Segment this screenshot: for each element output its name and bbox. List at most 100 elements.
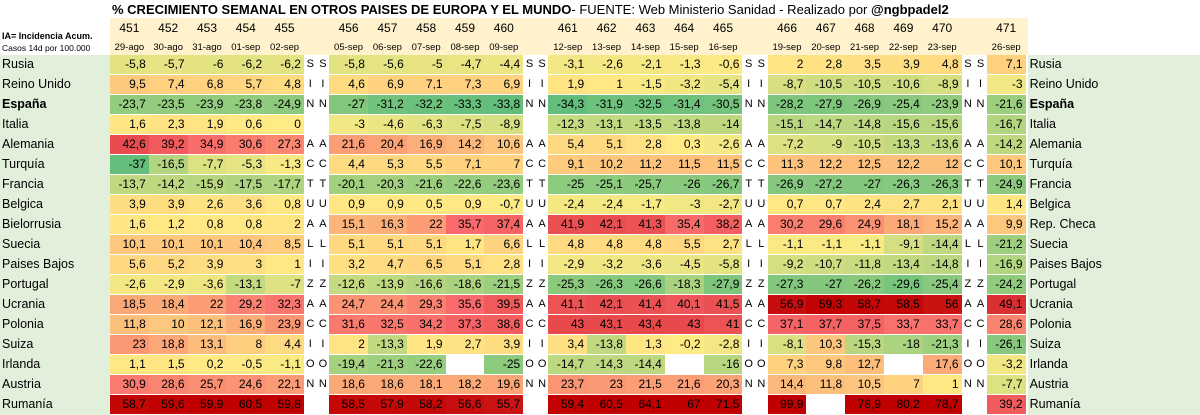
data-cell: -8,9 — [922, 75, 962, 94]
data-cell: -23,5 — [148, 95, 188, 114]
weekend-letter: L — [319, 238, 326, 250]
data-cell — [445, 355, 485, 374]
data-cell: -21,3 — [922, 335, 962, 354]
data-cell: 3,5 — [845, 55, 884, 74]
data-cell: -7,2 — [767, 135, 807, 154]
data-cell: -20,1 — [329, 175, 368, 194]
data-cell: 0,8 — [226, 215, 266, 234]
data-cell: -15,9 — [187, 175, 227, 194]
data-cell: 33,7 — [922, 315, 962, 334]
column-date: 16-sep — [708, 42, 738, 53]
weekend-letter: A — [525, 218, 534, 230]
row-country-label-right: España — [1029, 97, 1075, 111]
weekend-letter: A — [745, 218, 753, 230]
weekend-letter: O — [525, 358, 534, 370]
data-cell: 1 — [587, 75, 626, 94]
data-cell: 57,9 — [368, 395, 407, 414]
weekend-letter — [974, 115, 987, 134]
weekend-letter: I — [540, 78, 544, 90]
data-cell: 18,8 — [148, 335, 188, 354]
data-cell: 30,6 — [226, 135, 266, 154]
data-cell: 56,6 — [445, 395, 485, 414]
data-cell: -1,1 — [265, 355, 304, 374]
data-cell: -26,3 — [587, 275, 626, 294]
column-number: 468 — [854, 21, 875, 35]
data-cell: -16,5 — [148, 155, 188, 174]
data-cell: 28,6 — [148, 375, 188, 394]
data-cell: 1,3 — [626, 335, 665, 354]
weekend-letter: I — [527, 78, 532, 90]
data-cell: -25,4 — [922, 275, 962, 294]
data-cell: -10,7 — [806, 255, 846, 274]
column-date: 06-sep — [372, 42, 402, 53]
data-cell: -4,6 — [368, 115, 407, 134]
weekend-letter: I — [747, 78, 751, 90]
weekend-letter: L — [745, 238, 752, 250]
data-cell: -34,3 — [548, 95, 588, 114]
weekend-letter: L — [526, 238, 533, 250]
data-cell: -2,1 — [626, 55, 665, 74]
data-cell: 10 — [148, 315, 188, 334]
column-date: 13-sep — [592, 42, 622, 53]
data-cell: -3 — [664, 195, 704, 214]
weekend-letter: A — [525, 138, 534, 150]
data-cell: 5,1 — [406, 235, 446, 254]
data-cell: 7 — [484, 155, 524, 174]
data-cell: 5,5 — [664, 235, 704, 254]
data-cell: -21,2 — [986, 235, 1026, 254]
weekend-letter: N — [757, 378, 766, 390]
data-cell: 9,1 — [548, 155, 588, 174]
data-cell: 4,8 — [265, 75, 304, 94]
weekend-letter: N — [306, 98, 315, 110]
row-country-label: Francia — [2, 177, 44, 191]
data-cell: 11,2 — [626, 155, 665, 174]
data-cell: -18,3 — [664, 275, 704, 294]
data-cell: 58,5 — [329, 395, 368, 414]
data-cell: 18,1 — [884, 215, 923, 234]
column-number: 461 — [557, 21, 578, 35]
row-country-label-right: Italia — [1029, 117, 1056, 131]
row-country-label-right: Portugal — [1029, 277, 1077, 291]
column-date: 20-sep — [811, 42, 841, 53]
data-cell: 1,6 — [110, 115, 149, 134]
data-cell: 41,9 — [548, 215, 588, 234]
data-cell: 59,6 — [148, 395, 188, 414]
data-cell: 35,7 — [445, 215, 485, 234]
data-cell: 0,8 — [187, 215, 227, 234]
data-cell: -10,6 — [884, 75, 923, 94]
column-date: 19-sep — [772, 42, 802, 53]
weekend-letter: C — [306, 318, 315, 330]
data-cell: 29,6 — [806, 215, 846, 234]
data-cell: -13,1 — [226, 275, 266, 294]
data-cell: 12,2 — [884, 155, 923, 174]
weekend-letter: C — [318, 158, 327, 170]
column-date: 21-sep — [850, 42, 880, 53]
data-cell: 5,1 — [445, 255, 485, 274]
row-country-label-right: Austria — [1029, 377, 1069, 391]
weekend-letter: N — [318, 98, 327, 110]
data-cell: -27 — [845, 175, 884, 194]
weekend-letter: Z — [538, 278, 546, 290]
weekend-letter: N — [963, 378, 972, 390]
data-cell: 2 — [329, 335, 368, 354]
weekend-letter: C — [744, 158, 753, 170]
data-cell: 99,9 — [767, 395, 807, 414]
weekend-letter: U — [538, 198, 547, 210]
weekend-letter: I — [966, 258, 970, 270]
data-cell: 0,6 — [226, 115, 266, 134]
column-date: 29-ago — [114, 42, 145, 53]
row-country-label-right: Ucrania — [1029, 297, 1073, 311]
data-cell: 1,6 — [110, 215, 149, 234]
data-cell: -8,7 — [767, 75, 807, 94]
data-cell: 10,5 — [845, 375, 884, 394]
weekend-letter: L — [539, 238, 546, 250]
weekend-letter: I — [540, 338, 544, 350]
row-country-label: Reino Unido — [2, 77, 71, 91]
data-cell: 42,6 — [110, 135, 149, 154]
data-cell: -14,4 — [922, 235, 962, 254]
row-country-label: Suiza — [2, 337, 34, 351]
weekend-letter: Z — [977, 278, 984, 290]
data-cell: 4,4 — [329, 155, 368, 174]
data-cell: 10,4 — [226, 235, 266, 254]
weekend-letter: U — [306, 198, 315, 210]
